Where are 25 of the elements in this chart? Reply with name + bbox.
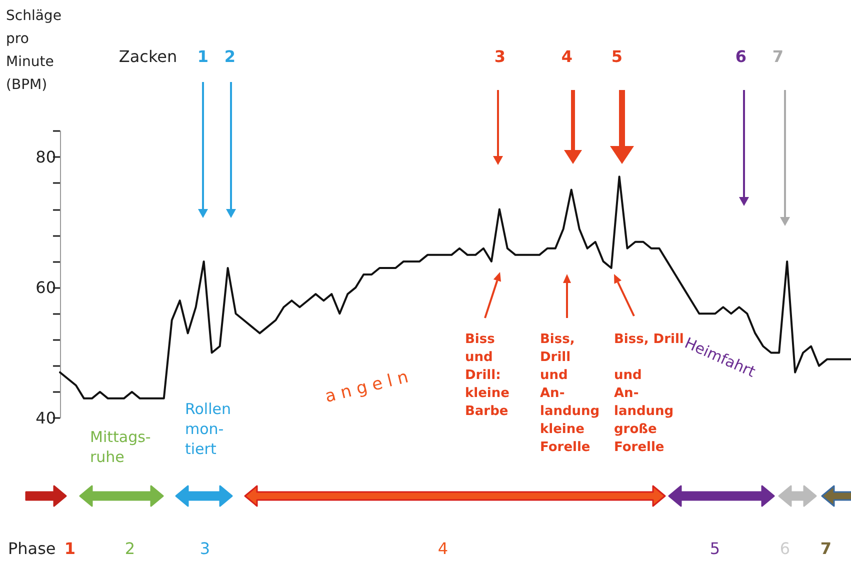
annotation: Biss, Drill und An- landung kleine Forelle: [540, 332, 600, 455]
text: 5: [710, 539, 720, 558]
y-tick-label: 80: [36, 148, 56, 167]
text: 1: [197, 47, 209, 66]
text: 4: [438, 539, 448, 558]
text: 6: [735, 47, 747, 66]
text: 1: [64, 539, 76, 558]
text: Biss, Drill und An- landung große Forelle: [614, 332, 684, 455]
annotation: Rollen mon- tiert: [185, 400, 231, 458]
annotation: Biss und Drill: kleine Barbe: [465, 332, 510, 419]
text: 3: [200, 539, 210, 558]
y-tick-label: 60: [36, 278, 56, 298]
text: 7: [820, 539, 832, 558]
text: Mittags- ruhe: [90, 428, 151, 466]
text: 5: [611, 47, 623, 66]
text: Phase: [8, 539, 56, 558]
y-tick-label: 40: [36, 408, 56, 428]
annotation: a n g e l n: [323, 367, 410, 408]
text: Zacken: [118, 47, 178, 66]
text: 2: [124, 539, 136, 558]
text: 4: [561, 47, 573, 66]
y-axis-title: Schläge pro Minute (BPM): [6, 8, 62, 93]
text: 3: [494, 47, 506, 66]
text: 2: [224, 47, 236, 66]
text: 7: [772, 47, 784, 66]
